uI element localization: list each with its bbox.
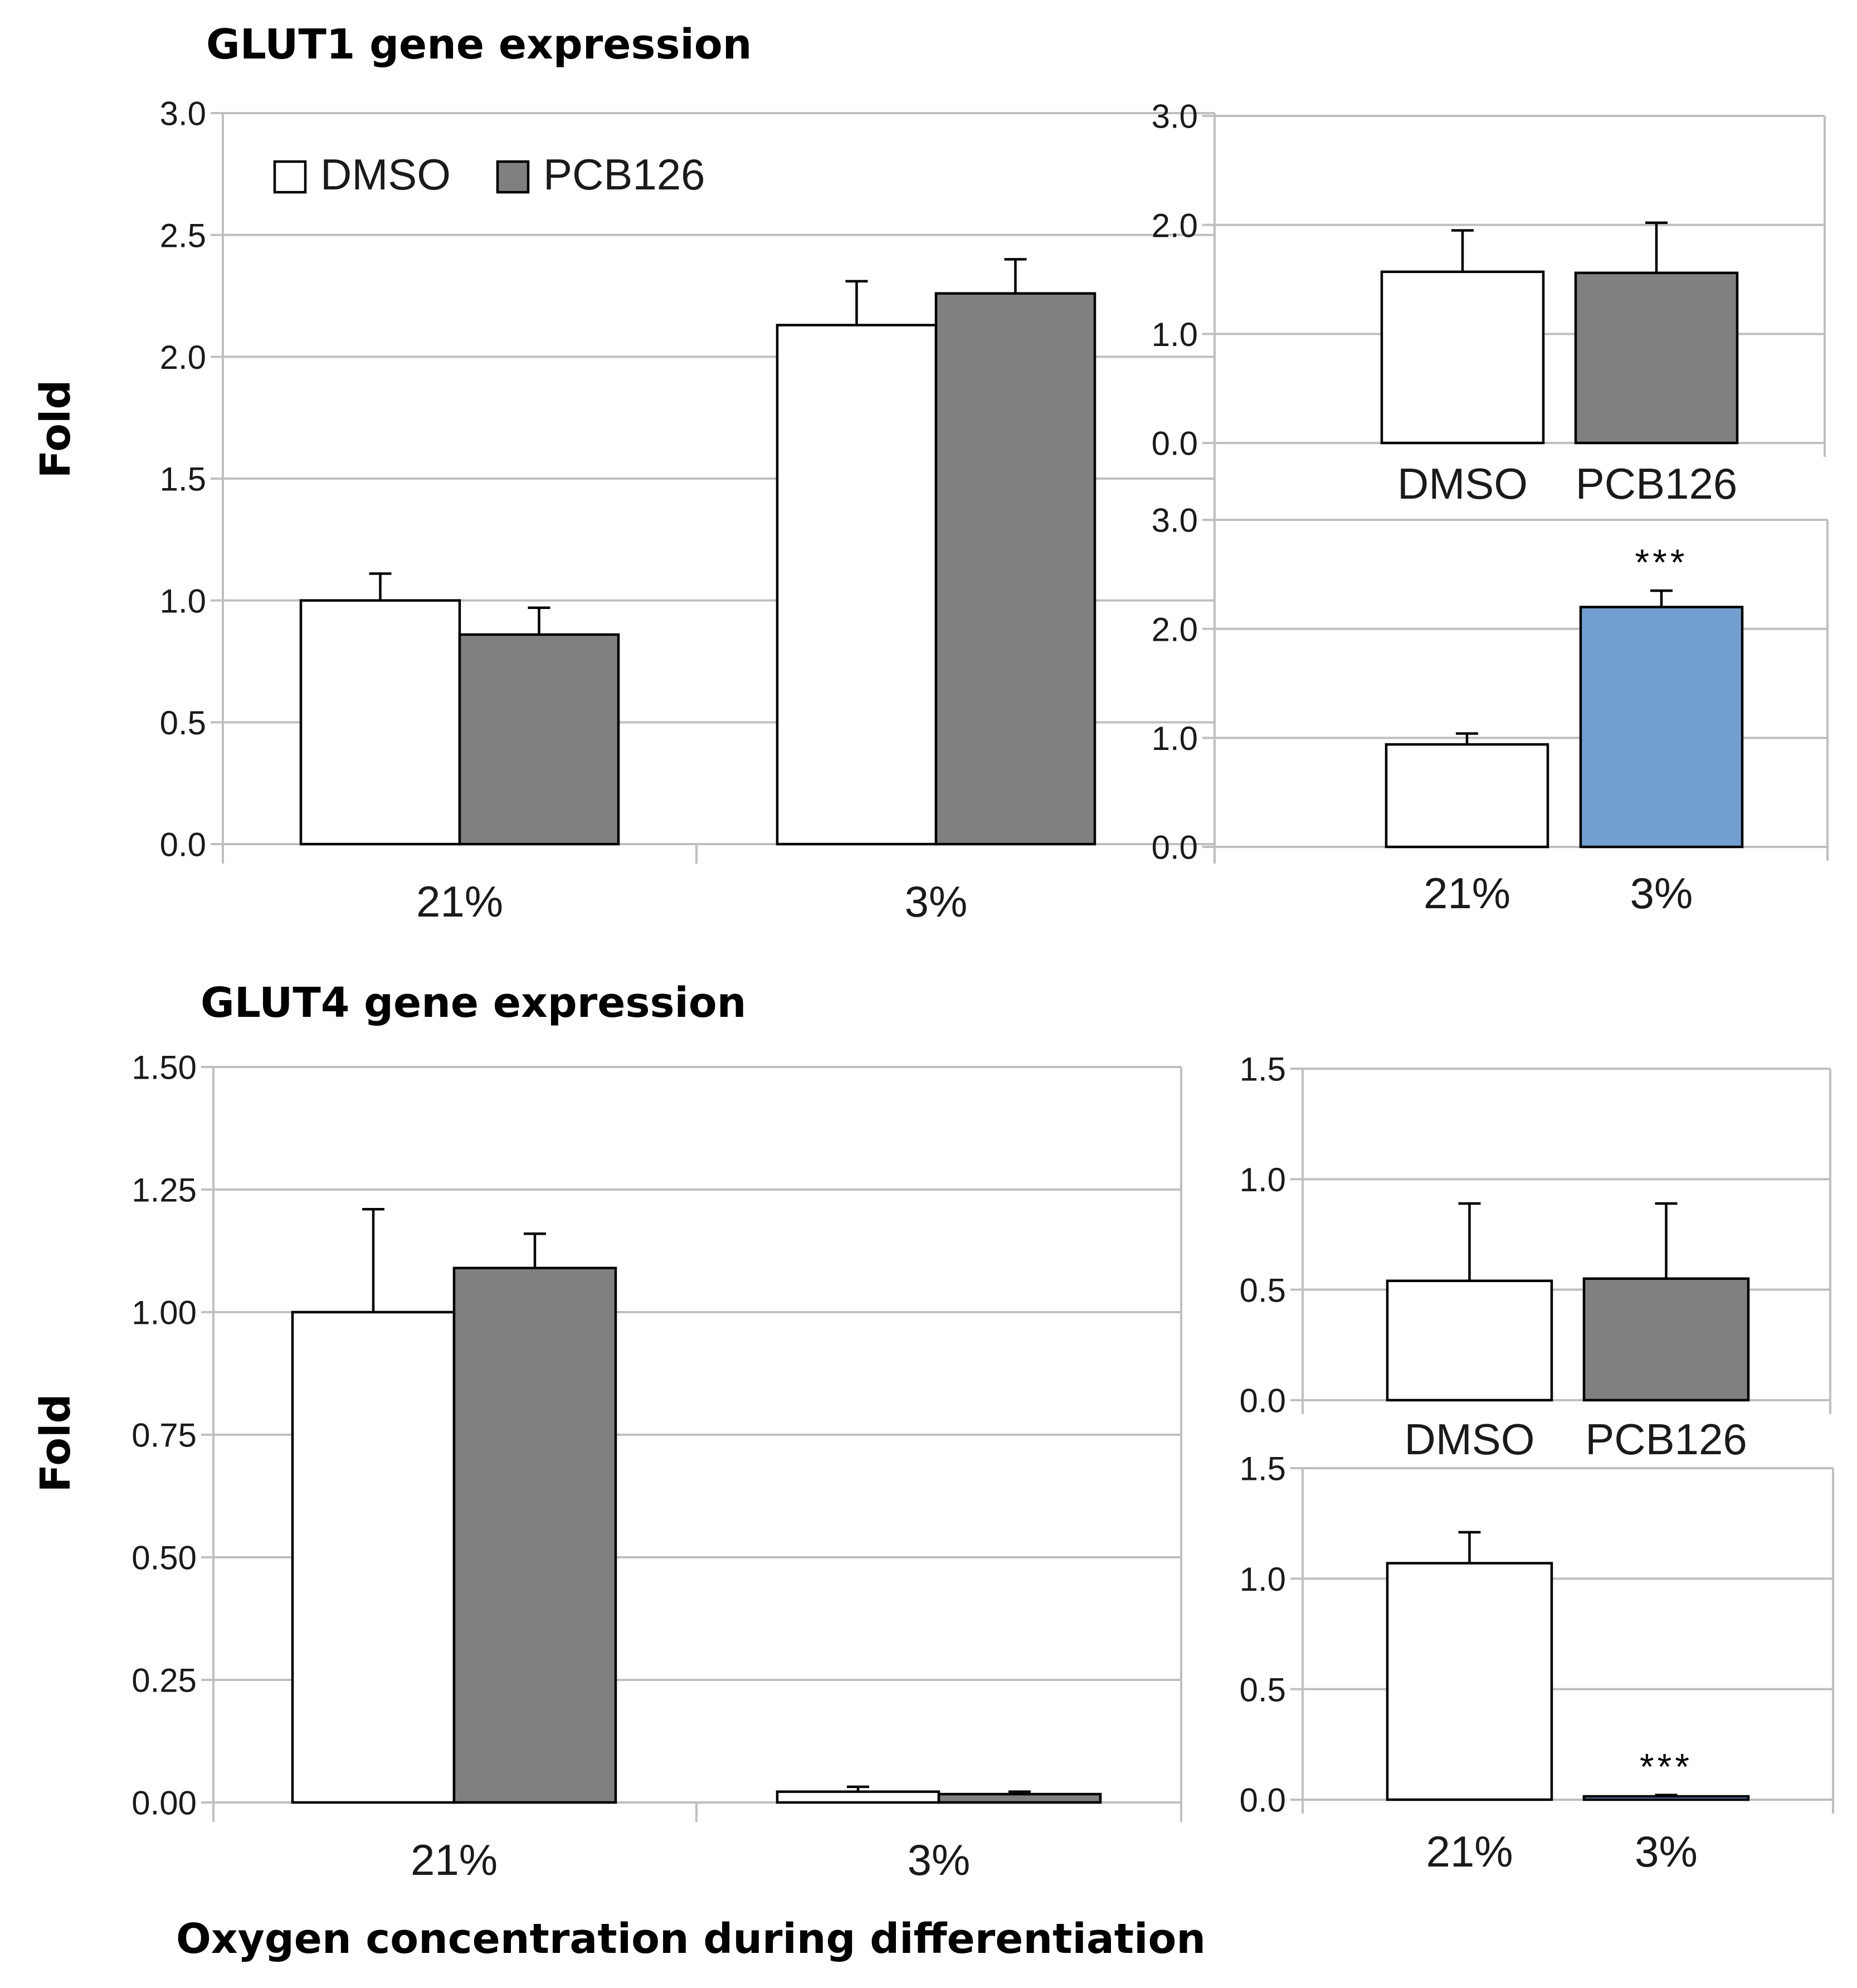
significance-marker: ***	[1640, 1746, 1693, 1787]
glut4-ylabel: Fold	[32, 1394, 80, 1493]
x-tick-label: 21%	[1424, 869, 1510, 918]
y-tick-label: 2.0	[160, 339, 206, 376]
bar	[1582, 1795, 1750, 1801]
legend-swatch-pcb126	[496, 160, 530, 194]
glut4-title: GLUT4 gene expression	[201, 979, 746, 1027]
y-tick-label: 1.25	[131, 1172, 197, 1209]
bar	[934, 292, 1096, 846]
legend: DMSO PCB126	[273, 150, 705, 199]
y-tick-label: 1.0	[160, 582, 206, 620]
chart-glut4-treatment: 0.0 0.5 1.0 1.5 DMSO PCB126	[1240, 1051, 1831, 1464]
legend-label-pcb126: PCB126	[543, 150, 705, 199]
bar	[776, 324, 938, 846]
y-tick-label: 0.00	[131, 1785, 197, 1822]
x-tick-label: 21%	[1426, 1827, 1513, 1876]
bar	[291, 1310, 456, 1804]
y-tick-label: 1.5	[160, 461, 206, 498]
y-tick-label: 0.25	[131, 1662, 197, 1699]
y-tick-label: 0.50	[131, 1539, 197, 1577]
bar	[1380, 270, 1545, 445]
y-tick-label: 1.0	[1152, 316, 1198, 353]
chart-glut1-main: 0.0 0.5 1.0 1.5 2.0 2.5 3.0 21% 3%	[160, 95, 1216, 926]
y-tick-label: 2.5	[160, 217, 206, 254]
x-axis-label: Oxygen concentration during differentiat…	[176, 1915, 1206, 1963]
y-tick-label: 0.0	[1240, 1382, 1286, 1420]
y-tick-label: 1.5	[1240, 1450, 1286, 1488]
chart-glut4-oxygen: 0.0 0.5 1.0 1.5 21% *** 3%	[1240, 1450, 1834, 1876]
y-tick-label: 3.0	[1152, 502, 1198, 539]
x-tick-label: PCB126	[1576, 459, 1738, 508]
chart-glut4-main: 0.00 0.25 0.50 0.75 1.00 1.25 1.50 21% 3%	[131, 1049, 1182, 1884]
legend-swatch-dmso	[273, 160, 307, 194]
chart-glut1-treatment: 0.0 1.0 2.0 3.0 DMSO PCB126	[1152, 98, 1826, 508]
glut1-title: GLUT1 gene expression	[206, 21, 752, 69]
y-tick-label: 0.0	[1240, 1782, 1286, 1819]
y-tick-label: 0.0	[160, 826, 206, 864]
significance-marker: ***	[1635, 542, 1688, 583]
y-tick-label: 1.00	[131, 1294, 197, 1332]
y-tick-label: 3.0	[160, 95, 206, 133]
x-tick-label: DMSO	[1405, 1415, 1535, 1464]
bar	[1385, 743, 1549, 849]
bar	[1574, 271, 1739, 445]
bar	[776, 1790, 940, 1804]
y-tick-label: 0.5	[1240, 1271, 1286, 1309]
y-tick-label: 0.75	[131, 1417, 197, 1454]
y-tick-label: 0.0	[1152, 829, 1198, 866]
y-tick-label: 1.0	[1240, 1161, 1286, 1198]
bar	[937, 1792, 1102, 1804]
x-tick-label: 3%	[908, 1835, 971, 1884]
y-tick-label: 2.0	[1152, 611, 1198, 648]
bar	[1582, 1277, 1750, 1402]
x-tick-label: PCB126	[1585, 1415, 1747, 1464]
x-tick-label: DMSO	[1397, 459, 1528, 508]
bar	[452, 1266, 617, 1804]
bar	[1386, 1562, 1553, 1801]
legend-label-dmso: DMSO	[320, 150, 451, 199]
x-tick-label: 21%	[416, 877, 503, 926]
x-tick-label: 21%	[411, 1835, 498, 1884]
y-tick-label: 0.0	[1152, 425, 1198, 462]
y-tick-label: 1.0	[1152, 720, 1198, 757]
x-tick-label: 3%	[1635, 1827, 1698, 1876]
y-tick-label: 1.0	[1240, 1561, 1286, 1598]
y-tick-label: 0.5	[1240, 1671, 1286, 1708]
y-tick-label: 2.0	[1152, 207, 1198, 244]
bar	[458, 633, 620, 846]
y-tick-label: 1.50	[131, 1049, 197, 1086]
y-tick-label: 3.0	[1152, 98, 1198, 135]
glut1-ylabel: Fold	[32, 380, 80, 479]
bar	[1579, 606, 1744, 849]
chart-glut1-oxygen: 0.0 1.0 2.0 3.0 21% *** 3%	[1152, 502, 1829, 918]
x-tick-label: 3%	[1630, 869, 1693, 918]
y-tick-label: 0.5	[160, 704, 206, 742]
bar	[299, 599, 461, 846]
bar	[1386, 1279, 1553, 1402]
x-tick-label: 3%	[905, 877, 968, 926]
y-tick-label: 1.5	[1240, 1051, 1286, 1088]
